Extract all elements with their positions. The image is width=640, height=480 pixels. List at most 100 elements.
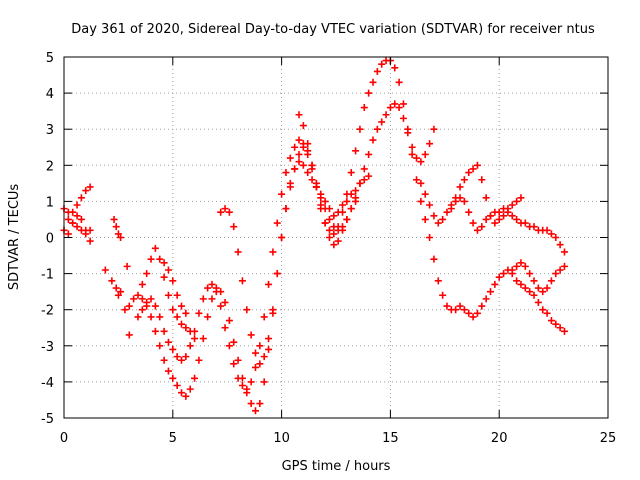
data-point	[330, 230, 338, 238]
data-point	[469, 219, 477, 227]
data-point	[299, 143, 307, 151]
data-point	[230, 223, 238, 231]
data-point	[391, 100, 399, 108]
data-point	[156, 255, 164, 263]
data-point	[334, 226, 342, 234]
data-point	[330, 212, 338, 220]
data-point	[478, 223, 486, 231]
data-point	[552, 270, 560, 278]
data-point	[221, 298, 229, 306]
data-point	[500, 270, 508, 278]
data-point	[395, 104, 403, 112]
data-point	[352, 194, 360, 202]
data-point	[295, 136, 303, 144]
data-point	[343, 215, 351, 223]
x-tick-label: 0	[60, 431, 68, 446]
data-point	[156, 313, 164, 321]
data-point	[482, 295, 490, 303]
data-point	[491, 219, 499, 227]
data-point	[73, 223, 81, 231]
data-point	[169, 374, 177, 382]
data-point	[530, 223, 538, 231]
data-point	[360, 176, 368, 184]
data-point	[426, 140, 434, 148]
data-point	[543, 309, 551, 317]
data-point	[469, 165, 477, 173]
data-point	[339, 208, 347, 216]
data-point	[382, 111, 390, 119]
data-point	[282, 205, 290, 213]
data-point	[560, 262, 568, 270]
data-point	[417, 158, 425, 166]
data-point	[217, 302, 225, 310]
data-point	[373, 125, 381, 133]
data-point	[138, 280, 146, 288]
data-point	[491, 280, 499, 288]
data-point	[182, 353, 190, 361]
data-point	[330, 223, 338, 231]
data-point	[221, 324, 229, 332]
data-point	[478, 302, 486, 310]
data-point	[434, 277, 442, 285]
labels-layer: 0 5 10 15 20 25 -5 -4 -3 -2 -1 0 1 2 3 4 5	[41, 51, 616, 446]
data-point	[460, 197, 468, 205]
data-point	[256, 360, 264, 368]
data-point	[325, 234, 333, 241]
data-point	[556, 241, 564, 249]
data-point	[251, 407, 259, 415]
data-point	[343, 190, 351, 198]
data-point	[82, 226, 90, 234]
data-point	[486, 212, 494, 220]
data-point	[247, 378, 255, 386]
data-point	[265, 280, 273, 288]
data-point	[151, 302, 159, 310]
data-point	[238, 382, 246, 390]
data-point	[308, 161, 316, 169]
data-point	[178, 389, 186, 397]
data-point	[547, 230, 555, 238]
data-point	[147, 295, 155, 303]
data-point	[369, 136, 377, 144]
series-s15	[160, 259, 190, 317]
data-point	[73, 201, 81, 209]
data-point	[130, 295, 138, 303]
data-point	[526, 288, 534, 296]
data-point	[182, 392, 190, 400]
data-point	[478, 176, 486, 184]
data-point	[417, 179, 425, 187]
data-point	[77, 215, 85, 223]
data-point	[513, 262, 521, 270]
series-s5	[110, 215, 125, 241]
y-tick-label: 2	[46, 159, 54, 174]
data-point	[321, 219, 329, 227]
data-point	[399, 114, 407, 122]
data-point	[465, 309, 473, 317]
data-point	[114, 291, 122, 299]
data-point	[426, 234, 434, 241]
data-point	[195, 309, 203, 317]
data-point	[291, 143, 299, 151]
data-point	[308, 176, 316, 184]
data-point	[151, 327, 159, 335]
data-point	[517, 259, 525, 267]
data-point	[123, 262, 131, 270]
data-point	[421, 150, 429, 158]
data-point	[334, 237, 342, 245]
data-point	[225, 208, 233, 216]
data-point	[421, 215, 429, 223]
ticks-layer	[63, 56, 609, 419]
data-point	[482, 194, 490, 202]
data-point	[299, 161, 307, 169]
data-point	[460, 306, 468, 314]
data-point	[212, 288, 220, 296]
data-point	[521, 262, 529, 270]
data-point	[178, 302, 186, 310]
data-point	[208, 280, 216, 288]
data-point	[534, 298, 542, 306]
data-point	[243, 306, 251, 314]
data-point	[343, 197, 351, 205]
data-point	[82, 187, 90, 195]
data-point	[273, 219, 281, 227]
data-point	[325, 215, 333, 223]
data-point	[230, 338, 238, 346]
